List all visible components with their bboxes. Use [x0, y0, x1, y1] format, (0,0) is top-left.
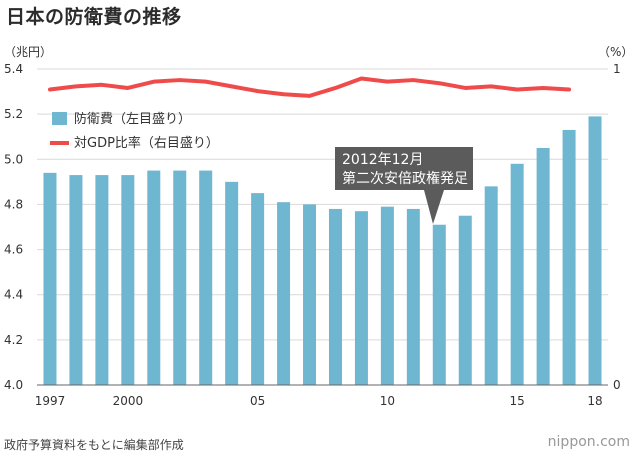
y-tick-label: 4.2 — [4, 333, 23, 347]
bar — [536, 148, 550, 385]
bar — [121, 175, 135, 385]
y-axis-right: 01 — [613, 62, 621, 392]
annotation-pointer — [424, 190, 444, 224]
y-tick-label: 5.0 — [4, 152, 23, 166]
legend-swatch-bar — [52, 112, 67, 125]
y-tick-label: 4.0 — [4, 378, 23, 392]
brand-logo: nippon.com — [547, 434, 630, 450]
bar — [484, 186, 498, 385]
bar — [510, 163, 524, 385]
source-note: 政府予算資料をもとに編集部作成 — [4, 438, 184, 452]
y-tick-label: 5.4 — [4, 62, 23, 76]
x-tick-label: 05 — [250, 394, 265, 408]
x-tick-label: 10 — [380, 394, 395, 408]
left-axis-unit: （兆円） — [4, 45, 52, 59]
bar — [251, 193, 265, 385]
bar — [380, 206, 394, 385]
legend: 防衛費（左目盛り） 対GDP比率（右目盛り） — [50, 111, 219, 151]
annotation-line1: 2012年12月 — [342, 152, 423, 168]
bar — [354, 211, 368, 385]
x-tick-label: 2000 — [113, 394, 144, 408]
bar — [406, 208, 420, 385]
y-axis-left: 4.0 4.2 4.4 4.6 4.8 5.0 5.2 5.4 — [4, 62, 23, 392]
bar — [303, 204, 317, 385]
bar — [277, 202, 291, 385]
bar — [69, 175, 83, 385]
chart-title: 日本の防衛費の推移 — [6, 6, 182, 28]
y2-tick-label: 0 — [613, 378, 621, 392]
bar — [562, 129, 576, 385]
annotation: 2012年12月 第二次安倍政権発足 — [335, 147, 473, 224]
x-tick-label: 1997 — [35, 394, 66, 408]
bar — [328, 208, 342, 385]
x-tick-label: 18 — [587, 394, 602, 408]
annotation-box — [335, 147, 473, 190]
bar — [199, 170, 213, 385]
legend-label-line: 対GDP比率（右目盛り） — [74, 135, 219, 151]
bar — [458, 215, 472, 385]
legend-label-bar: 防衛費（左目盛り） — [74, 111, 191, 127]
y-tick-label: 4.8 — [4, 197, 23, 211]
annotation-line2: 第二次安倍政権発足 — [342, 170, 468, 187]
bar — [432, 224, 446, 385]
bar — [95, 175, 109, 385]
x-axis: 1997 2000 05 10 15 18 — [35, 394, 603, 408]
bar-series — [43, 116, 602, 386]
y2-tick-label: 1 — [613, 62, 621, 76]
y-tick-label: 4.4 — [4, 288, 23, 302]
bar — [173, 170, 187, 385]
bar — [225, 181, 239, 385]
bar — [147, 170, 161, 385]
x-tick-label: 15 — [510, 394, 525, 408]
ratio-line — [47, 76, 572, 98]
bar — [43, 172, 57, 385]
bar — [588, 116, 602, 386]
right-axis-unit: （%） — [598, 45, 633, 59]
chart: 4.04.24.44.64.85.05.25.4 01 1997 2000 05 10… — [4, 45, 633, 408]
y-tick-label: 5.2 — [4, 107, 23, 121]
y-tick-label: 4.6 — [4, 243, 23, 257]
